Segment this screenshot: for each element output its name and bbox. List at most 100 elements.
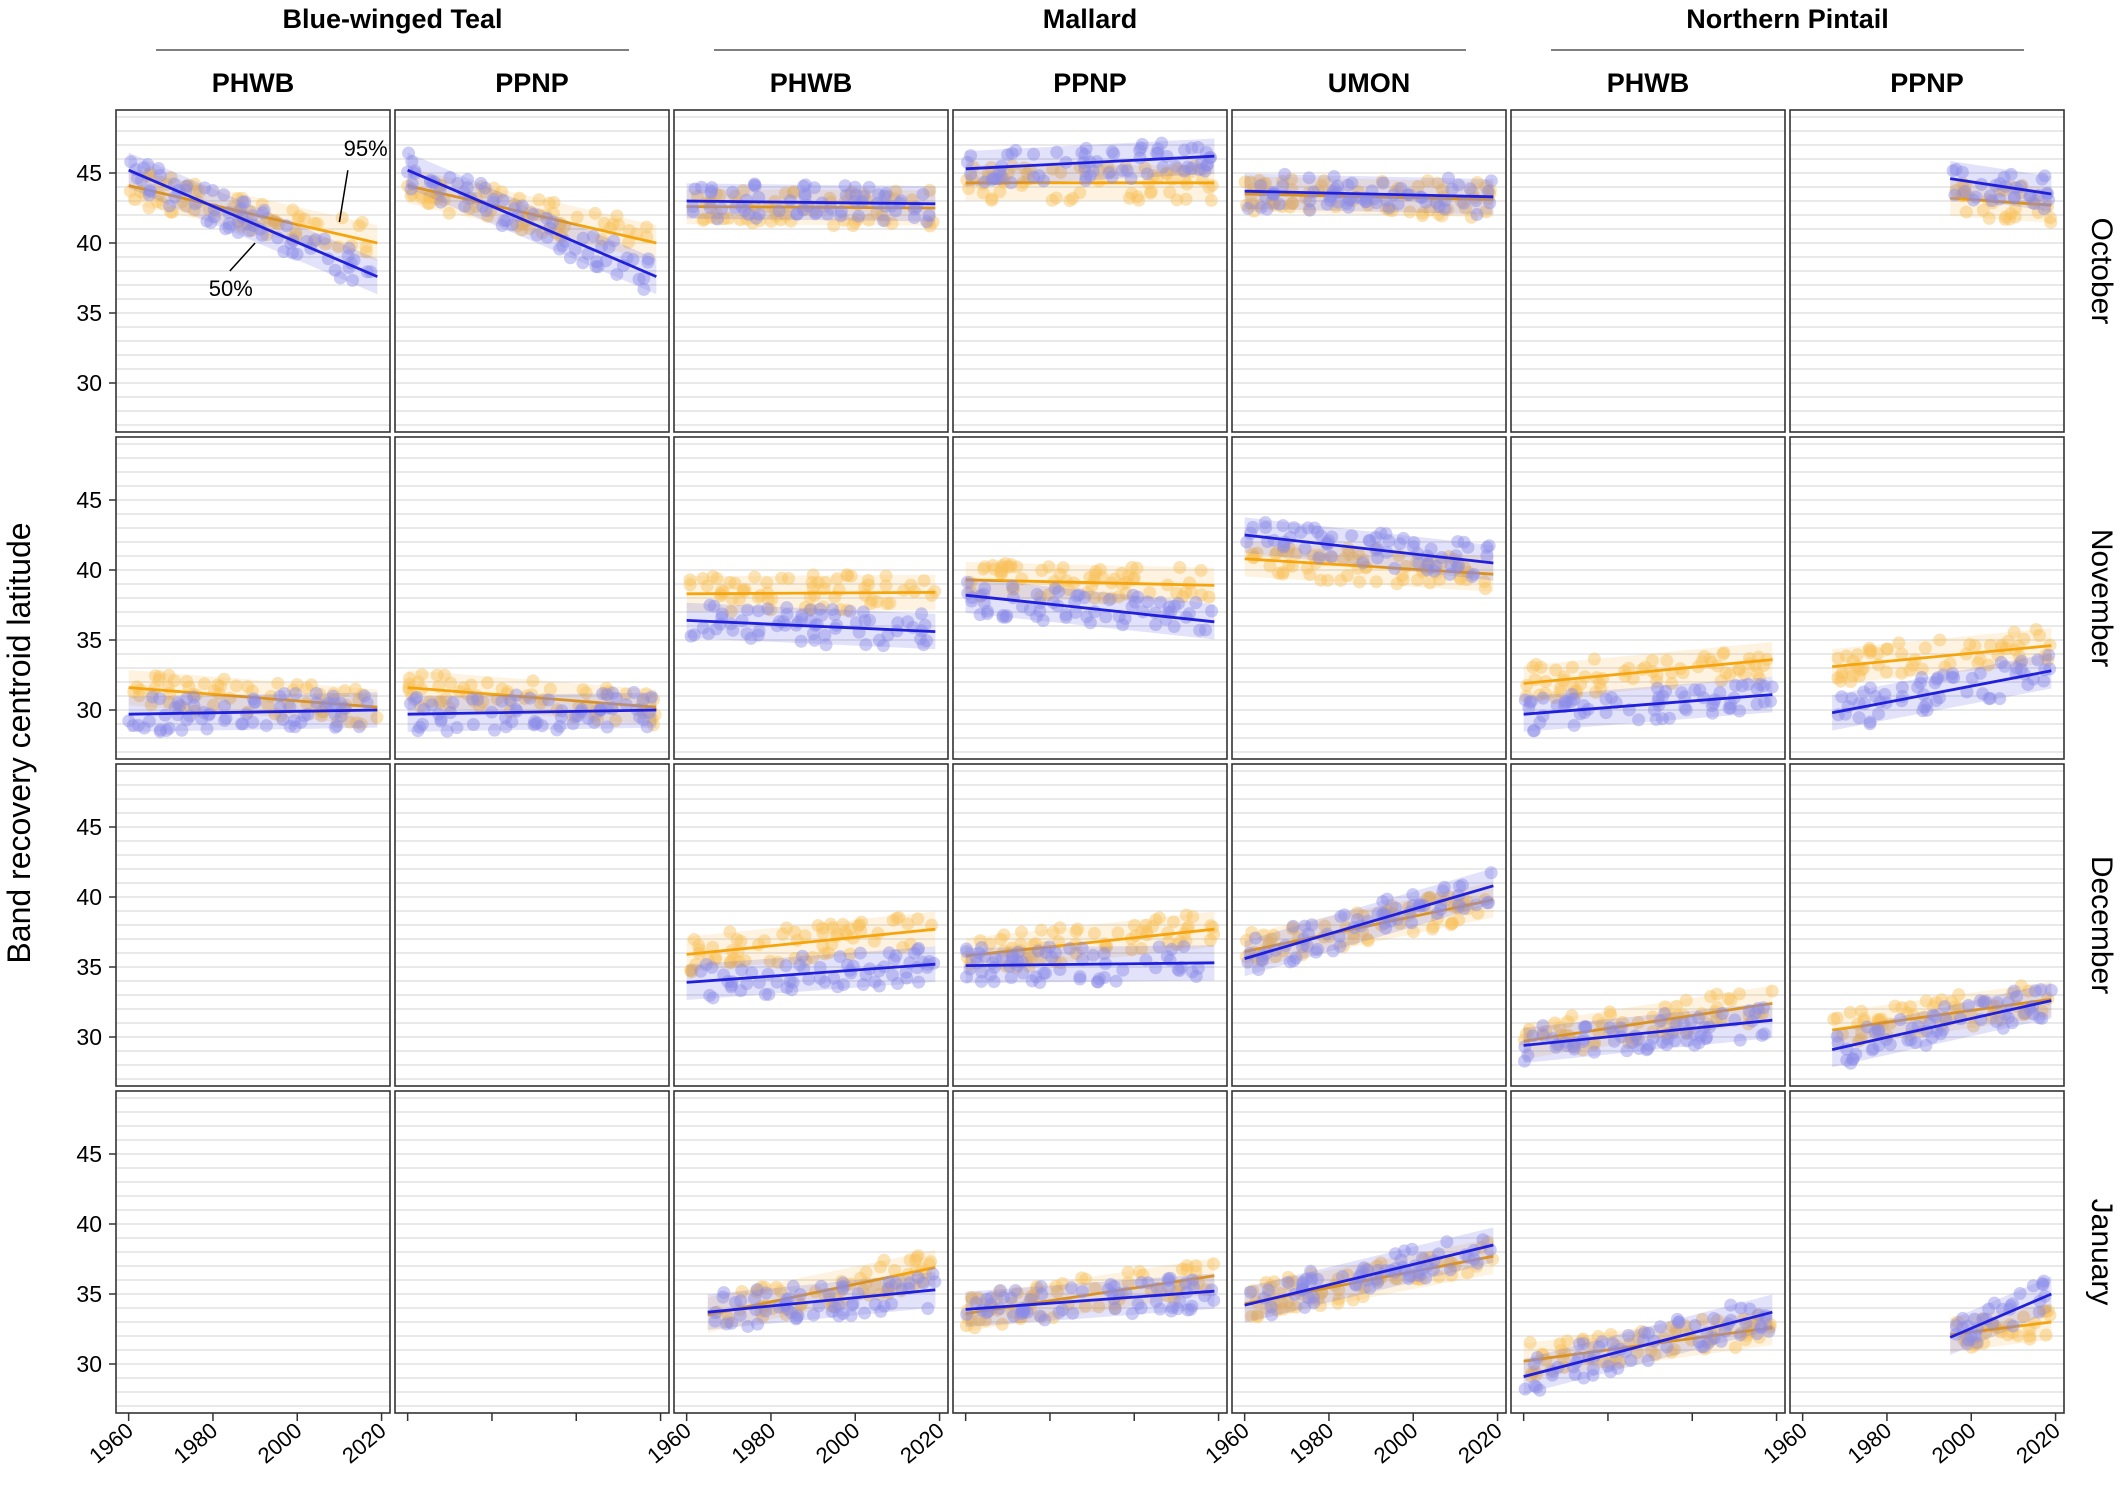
data-point <box>636 693 650 707</box>
data-point <box>152 670 166 684</box>
data-point <box>1247 204 1261 218</box>
data-point <box>911 912 925 926</box>
data-point <box>843 604 857 618</box>
y-tick-label: 35 <box>76 300 102 326</box>
data-point <box>738 954 752 968</box>
data-point <box>701 627 715 641</box>
data-point <box>1341 178 1355 192</box>
data-point <box>595 232 609 246</box>
trend-line-95 <box>965 578 1215 587</box>
data-point <box>1323 193 1337 207</box>
panel-border <box>115 109 391 433</box>
data-point <box>1169 159 1183 173</box>
data-point <box>1108 1302 1122 1316</box>
data-point <box>444 676 458 690</box>
data-point <box>248 696 262 710</box>
trend-line-95 <box>1244 898 1494 953</box>
data-point <box>1450 561 1464 575</box>
data-point <box>1004 971 1018 985</box>
data-point <box>346 273 360 287</box>
data-point <box>1484 866 1498 880</box>
data-point <box>1112 590 1126 604</box>
data-point <box>180 179 194 193</box>
data-point <box>1407 536 1421 550</box>
y-tick-label: 40 <box>76 557 102 583</box>
data-point <box>446 696 460 710</box>
data-point <box>277 687 291 701</box>
data-point <box>713 188 727 202</box>
data-point <box>815 608 829 622</box>
data-point <box>1049 191 1063 205</box>
data-point <box>724 617 738 631</box>
data-point <box>966 160 980 174</box>
data-point <box>684 629 698 643</box>
data-point <box>1256 178 1270 192</box>
data-point <box>1104 591 1118 605</box>
panel <box>1231 109 1507 433</box>
data-point <box>1252 198 1266 212</box>
data-point <box>1015 600 1029 614</box>
data-point <box>1482 539 1496 553</box>
data-point <box>1388 561 1402 575</box>
data-point <box>1871 707 1885 721</box>
data-point <box>1036 614 1050 628</box>
data-point <box>709 187 723 201</box>
data-point <box>799 953 813 967</box>
data-point <box>975 940 989 954</box>
data-point <box>442 206 456 220</box>
data-point <box>740 212 754 226</box>
data-point <box>701 953 715 967</box>
data-point <box>1035 1287 1049 1301</box>
data-point <box>1856 662 1870 676</box>
data-point <box>1409 555 1423 569</box>
data-point <box>619 687 633 701</box>
data-point <box>683 573 697 587</box>
trend-line-95 <box>1523 1002 1773 1043</box>
data-point <box>581 247 595 261</box>
data-point <box>1191 961 1205 975</box>
data-point <box>717 212 731 226</box>
data-point <box>207 210 221 224</box>
data-point <box>1105 145 1119 159</box>
data-point <box>217 188 231 202</box>
data-point <box>1680 1034 1694 1048</box>
data-point <box>1032 169 1046 183</box>
data-point <box>1064 1281 1078 1295</box>
data-point <box>1605 691 1619 705</box>
data-point <box>458 199 472 213</box>
data-point <box>2032 629 2046 643</box>
data-point <box>1270 546 1284 560</box>
data-point <box>287 714 301 728</box>
data-point <box>1119 160 1133 174</box>
data-point <box>222 216 236 230</box>
trend-line-50 <box>965 961 1215 967</box>
data-point <box>1083 616 1097 630</box>
data-point <box>844 569 858 583</box>
data-point <box>349 682 363 696</box>
data-point <box>286 246 300 260</box>
data-point <box>1445 916 1459 930</box>
data-point <box>1947 671 1961 685</box>
data-point <box>993 167 1007 181</box>
data-point <box>1925 1030 1939 1044</box>
data-point <box>1458 201 1472 215</box>
data-point <box>878 189 892 203</box>
data-point <box>610 209 624 223</box>
data-point <box>235 191 249 205</box>
data-point <box>728 576 742 590</box>
data-point <box>587 715 601 729</box>
data-point <box>1276 565 1290 579</box>
data-point <box>749 211 763 225</box>
data-point <box>709 207 723 221</box>
data-point <box>1068 594 1082 608</box>
data-point <box>1955 165 1969 179</box>
data-point <box>705 181 719 195</box>
data-point <box>1659 1006 1673 1020</box>
data-point <box>959 942 973 956</box>
data-point <box>1382 534 1396 548</box>
data-point <box>1755 1007 1769 1021</box>
data-point <box>1577 1371 1591 1385</box>
data-point <box>1569 687 1583 701</box>
data-point <box>1656 689 1670 703</box>
data-point <box>1326 944 1340 958</box>
